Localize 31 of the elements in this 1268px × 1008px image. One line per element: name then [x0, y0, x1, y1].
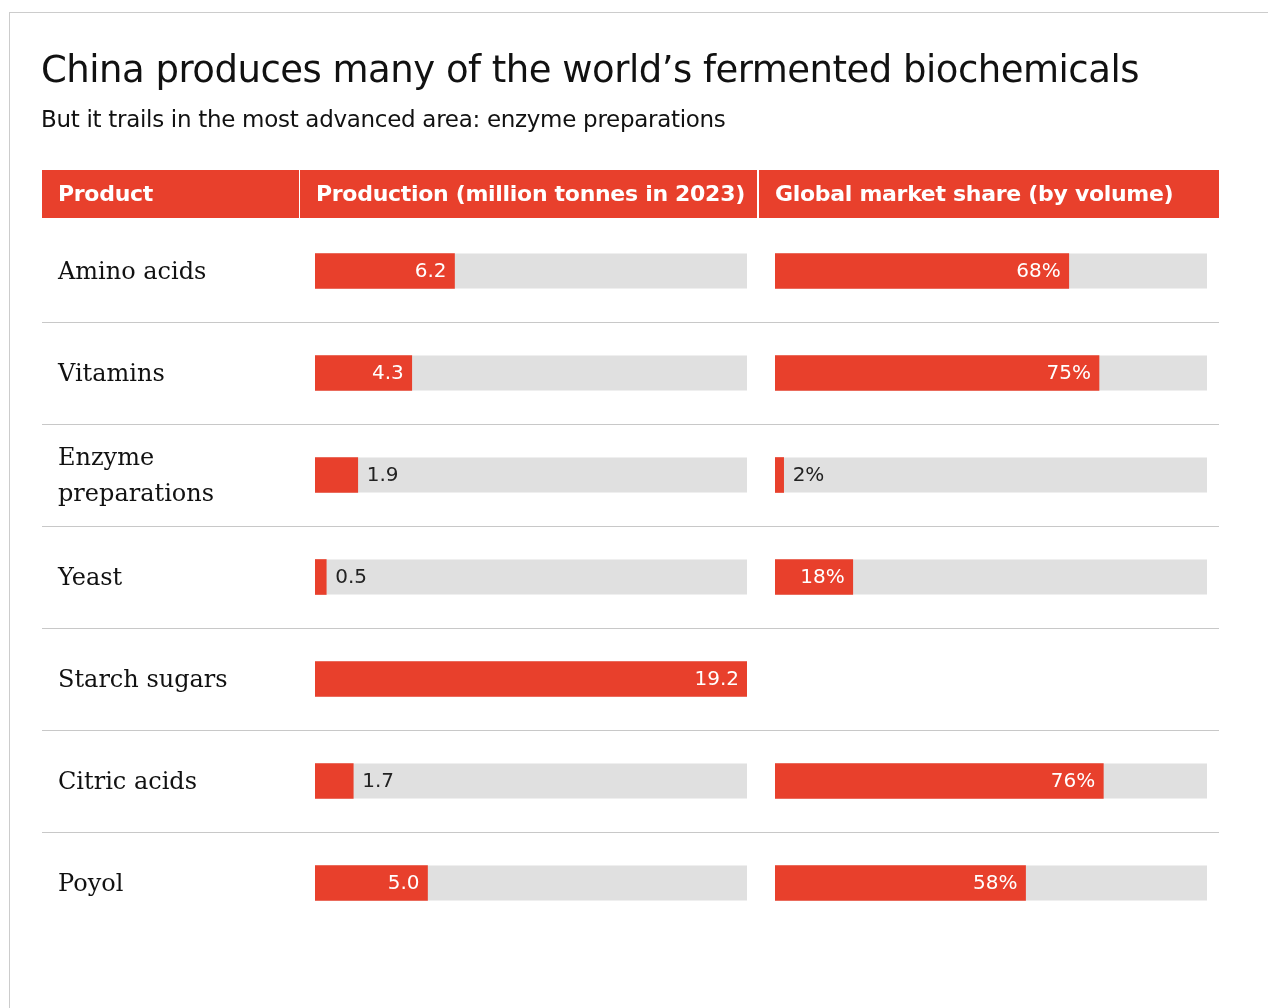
data-label: 5.0: [387, 870, 420, 895]
bar: [315, 763, 354, 799]
chart-subtitle: But it trails in the most advanced area: enzyme preparations: [41, 106, 726, 132]
data-label: 18%: [800, 564, 845, 589]
x-axis-title: Global market share (by volume): [759, 170, 1219, 218]
y-tick-label: Amino acids: [58, 256, 208, 287]
y-tick-label: Poyol: [58, 868, 125, 899]
data-label: 58%: [973, 870, 1018, 895]
data-label: 76%: [1050, 768, 1096, 793]
data-label: 75%: [1046, 360, 1091, 385]
y-tick-label: Yeast: [58, 562, 124, 593]
data-label: 0.5: [335, 564, 368, 589]
data-label: 6.2: [414, 258, 447, 283]
bar: [315, 355, 413, 391]
y-tick-label: Vitamins: [58, 358, 166, 389]
y-tick-label: Citric acids: [58, 766, 198, 797]
data-label: 1.9: [366, 462, 399, 487]
bar: [775, 559, 854, 595]
bar: [775, 457, 784, 493]
y-tick-label: Enzyme preparations: [58, 442, 216, 509]
x-axis-title: Production (million tonnes in 2023): [300, 170, 757, 218]
data-label: 4.3: [371, 360, 404, 385]
data-label: 19.2: [694, 666, 739, 691]
bar: [315, 559, 327, 595]
chart-title: China produces many of the world’s fermented biochemicals: [41, 48, 1139, 91]
data-label: 2%: [792, 462, 825, 487]
y-tick-label: Starch sugars: [58, 664, 229, 695]
bar: [315, 457, 359, 493]
data-label: 1.7: [362, 768, 395, 793]
y-axis-title: Product: [42, 170, 299, 218]
data-label: 68%: [1016, 258, 1061, 283]
